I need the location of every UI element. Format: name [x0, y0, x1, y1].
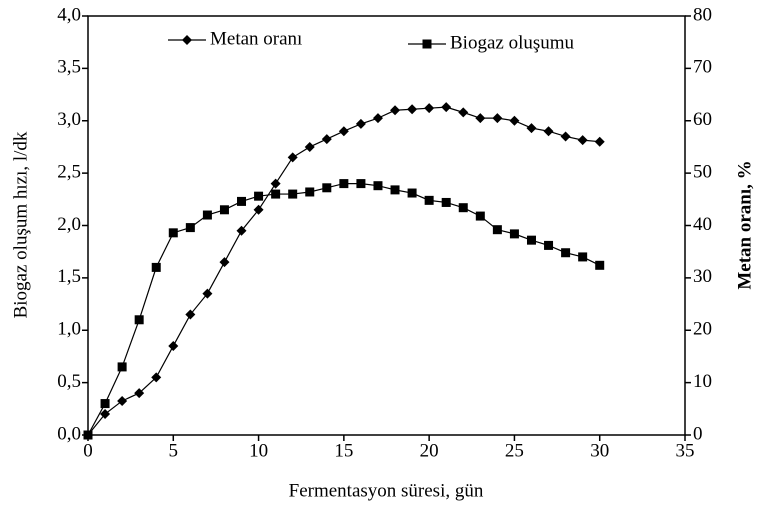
- x-tick-label: 5: [169, 440, 179, 461]
- y-tick-label: 2,5: [57, 161, 81, 182]
- diamond-marker: [304, 141, 315, 152]
- square-marker: [100, 399, 110, 409]
- y2-tick-label: 10: [693, 371, 712, 392]
- square-marker: [390, 185, 400, 195]
- diamond-marker: [560, 131, 571, 142]
- square-marker: [168, 228, 178, 238]
- square-marker: [475, 211, 485, 221]
- y2-tick-label: 50: [693, 161, 712, 182]
- square-marker: [185, 223, 195, 233]
- plot-frame: [87, 15, 686, 436]
- square-marker: [407, 188, 417, 198]
- y2-tick-label: 30: [693, 266, 712, 287]
- square-marker: [339, 179, 349, 189]
- diamond-marker: [475, 113, 486, 124]
- diamond-marker: [253, 204, 264, 215]
- diamond-marker: [543, 126, 554, 137]
- diamond-marker: [441, 102, 452, 113]
- diamond-marker: [407, 104, 418, 115]
- square-marker: [202, 210, 212, 220]
- y-tick-label: 1,5: [57, 266, 81, 287]
- y-tick-label: 3,0: [57, 109, 81, 130]
- diamond-marker: [492, 113, 503, 124]
- series-line: [87, 183, 600, 436]
- legend-label: Metan oranı: [210, 28, 302, 49]
- diamond-marker: [594, 136, 605, 147]
- square-marker: [134, 315, 144, 325]
- x-tick-label: 35: [676, 440, 695, 461]
- y2-tick-label: 60: [693, 109, 712, 130]
- square-marker: [83, 430, 93, 440]
- square-marker: [373, 181, 383, 191]
- square-marker: [219, 205, 229, 215]
- diamond-marker: [321, 134, 332, 145]
- square-marker: [509, 229, 519, 239]
- diamond-marker: [458, 107, 469, 118]
- diamond-marker: [151, 372, 162, 383]
- square-marker: [305, 187, 315, 197]
- diamond-marker: [424, 103, 435, 114]
- diamond-marker: [182, 35, 192, 45]
- square-marker: [561, 248, 571, 258]
- diamond-marker: [372, 113, 383, 124]
- x-tick-label: 0: [83, 440, 93, 461]
- diamond-marker: [185, 309, 196, 320]
- y2-tick-label: 20: [693, 319, 712, 340]
- square-marker: [492, 225, 502, 235]
- series-line: [87, 106, 600, 436]
- y2-axis-title: Metan oranı, %: [734, 160, 755, 289]
- square-marker: [578, 252, 588, 262]
- diamond-marker: [100, 409, 111, 420]
- y-axis-title: Biogaz oluşum hızı, l/dk: [10, 131, 31, 318]
- y2-tick-label: 40: [693, 214, 712, 235]
- diamond-marker: [509, 115, 520, 126]
- x-tick-label: 30: [590, 440, 609, 461]
- diamond-marker: [526, 123, 537, 134]
- y-tick-label: 4,0: [57, 4, 81, 25]
- square-marker: [458, 203, 468, 213]
- y-tick-label: 0,0: [57, 423, 81, 444]
- diamond-marker: [390, 105, 401, 116]
- diamond-marker: [338, 126, 349, 137]
- square-marker: [424, 195, 434, 205]
- x-axis-title: Fermentasyon süresi, gün: [289, 480, 484, 501]
- square-marker: [356, 179, 366, 189]
- y2-tick-label: 0: [693, 423, 703, 444]
- diamond-marker: [202, 288, 213, 299]
- diamond-marker: [577, 135, 588, 146]
- square-marker: [254, 191, 264, 201]
- square-marker: [544, 240, 554, 250]
- y-tick-label: 2,0: [57, 214, 81, 235]
- y-tick-label: 0,5: [57, 371, 81, 392]
- y2-tick-label: 70: [693, 57, 712, 78]
- square-marker: [595, 260, 605, 270]
- square-marker: [288, 189, 298, 199]
- y-tick-label: 3,5: [57, 57, 81, 78]
- diamond-marker: [287, 152, 298, 163]
- y2-tick-label: 80: [693, 4, 712, 25]
- diamond-marker: [219, 257, 230, 268]
- x-tick-label: 25: [505, 440, 524, 461]
- diamond-marker: [270, 178, 281, 189]
- diamond-marker: [236, 225, 247, 236]
- square-marker: [117, 362, 127, 372]
- x-tick-label: 10: [249, 440, 268, 461]
- x-tick-label: 15: [334, 440, 353, 461]
- square-marker: [151, 262, 161, 272]
- legend-label: Biogaz oluşumu: [450, 32, 575, 53]
- x-tick-label: 20: [420, 440, 439, 461]
- diamond-marker: [134, 388, 145, 399]
- square-marker: [526, 235, 536, 245]
- square-marker: [422, 39, 432, 49]
- square-marker: [322, 183, 332, 193]
- square-marker: [237, 196, 247, 206]
- diamond-marker: [355, 118, 366, 129]
- diamond-marker: [117, 395, 128, 406]
- y-tick-label: 1,0: [57, 319, 81, 340]
- square-marker: [271, 189, 281, 199]
- square-marker: [441, 197, 451, 207]
- diamond-marker: [168, 340, 179, 351]
